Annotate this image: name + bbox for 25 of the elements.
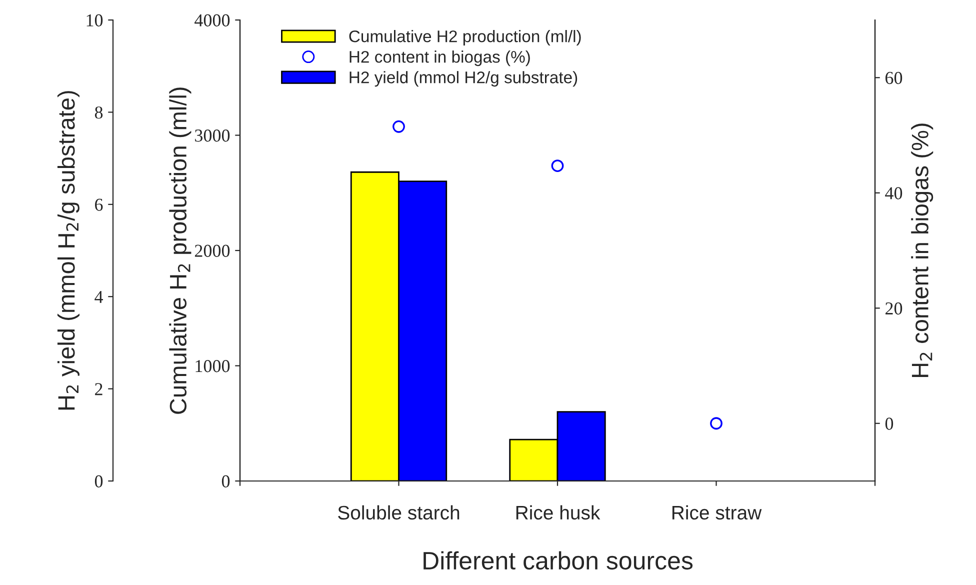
y3-tick-label: 0 [94, 475, 103, 488]
y-tick-label: 0 [222, 475, 230, 488]
y3-tick-label: 4 [94, 290, 103, 303]
y-tick-label: 4000 [194, 14, 230, 26]
y-tick-label: 1000 [196, 360, 230, 372]
y-tick-label: 2000 [194, 244, 230, 257]
legend-label: H2 yield (mmol H2/g substrate) [350, 71, 578, 87]
y3-tick-label: 6 [95, 198, 103, 211]
y3-tick-label: 10 [86, 14, 103, 26]
x-axis-title: Different carbon sources [424, 551, 693, 570]
y3-axis-title: H$_{2}$ yield (mmol H$_{2}$/g substrate) [57, 91, 80, 410]
y2-tick-label: 40 [885, 187, 902, 200]
y3-tick-label: 2 [95, 383, 102, 396]
y3-tick-label: 8 [94, 106, 103, 119]
y2-axis-title: H$_{2}$ content in biogas (%) [911, 124, 934, 378]
x-tick-label: Soluble starch [338, 505, 460, 520]
x-tick-label: Rice straw [672, 505, 762, 520]
y-tick-label: 3000 [195, 130, 230, 142]
y2-tick-label: 0 [885, 418, 894, 430]
legend-label: H2 content in biogas (%) [350, 50, 530, 66]
legend-label: Cumulative H2 production (ml/l) [349, 30, 581, 46]
y2-tick-label: 20 [886, 302, 902, 315]
x-tick-label: Rice husk [516, 505, 600, 520]
y-axis-title: Cumulative H$_{2}$ production (ml/l) [169, 88, 192, 414]
y2-tick-label: 60 [886, 72, 902, 84]
